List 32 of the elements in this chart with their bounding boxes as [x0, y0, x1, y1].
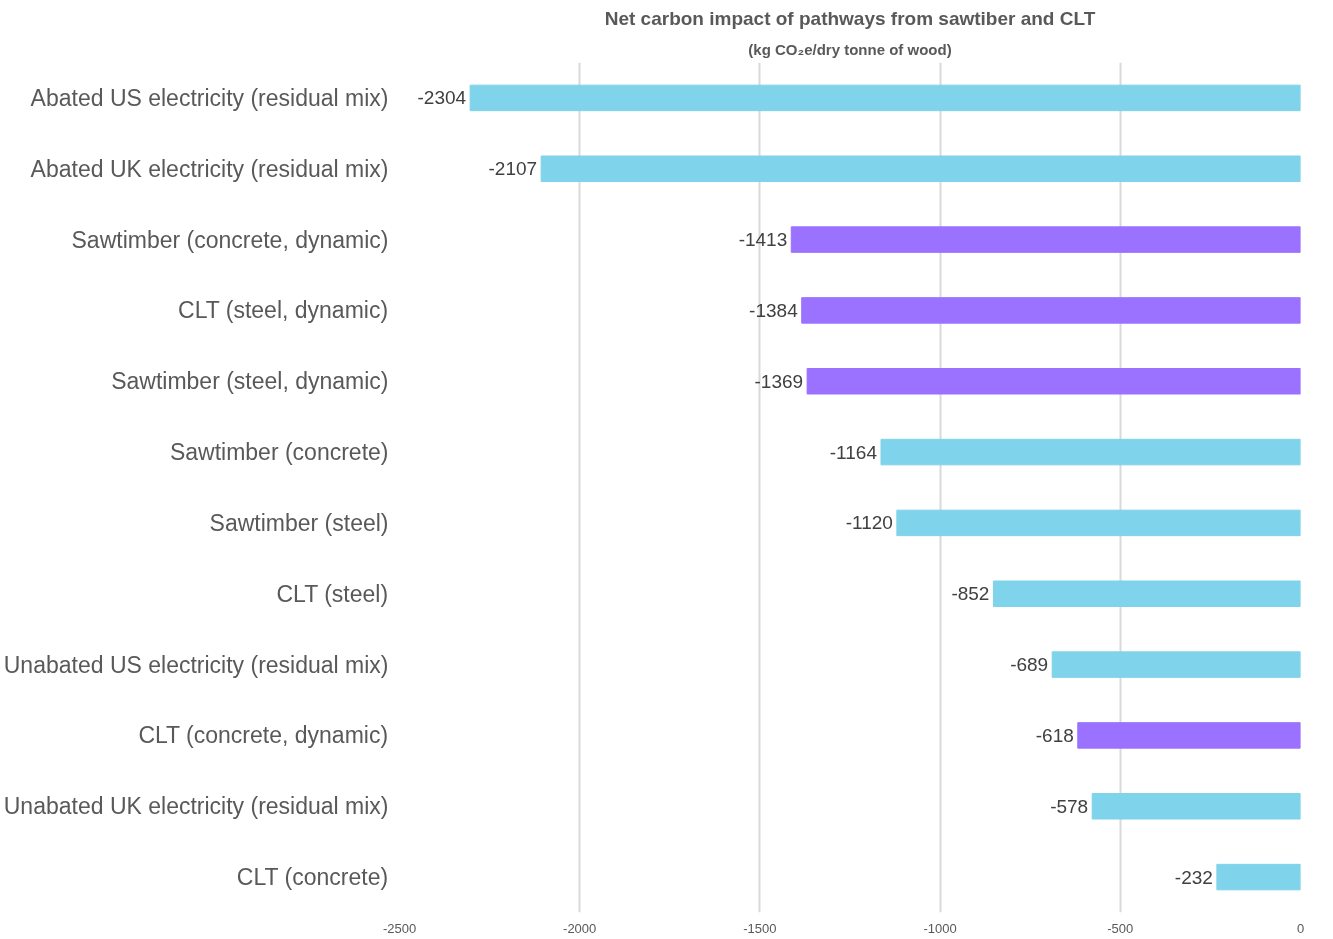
x-tick-label: -2500	[382, 920, 417, 936]
data-label: -689	[1010, 654, 1049, 676]
y-tick-label: CLT (steel, dynamic)	[178, 297, 389, 324]
x-tick-label: -500	[1107, 920, 1134, 936]
data-label: -2107	[488, 158, 538, 180]
y-tick-label: Unabated US electricity (residual mix)	[3, 651, 389, 678]
y-tick-label: Unabated UK electricity (residual mix)	[3, 793, 389, 820]
data-label: -232	[1174, 866, 1213, 888]
x-tick-label: -2000	[563, 920, 597, 936]
x-tick-label: -1500	[743, 920, 777, 936]
x-tick-label: 0	[1296, 920, 1305, 936]
data-label: -2304	[417, 87, 467, 109]
data-label: -852	[951, 583, 990, 605]
chart-title: Net carbon impact of pathways from sawtiber and CLT	[604, 7, 1096, 29]
data-label: -1120	[845, 512, 893, 534]
data-label: -618	[1035, 724, 1074, 746]
y-tick-label: CLT (concrete, dynamic)	[138, 722, 389, 749]
data-label: -578	[1050, 795, 1089, 817]
y-tick-label: Sawtimber (concrete)	[169, 439, 389, 466]
data-label: -1164	[829, 441, 878, 463]
data-label: -1369	[754, 370, 804, 392]
x-tick-label: -1000	[923, 920, 957, 936]
y-tick-label: Sawtimber (steel)	[209, 509, 389, 536]
y-tick-label: CLT (steel)	[276, 580, 389, 607]
chart-subtitle: (kg CO₂e/dry tonne of wood)	[748, 40, 952, 58]
y-tick-label: CLT (concrete)	[236, 864, 389, 891]
y-tick-label: Abated UK electricity (residual mix)	[30, 155, 389, 182]
data-label: -1413	[738, 229, 788, 251]
data-label: -1384	[749, 299, 799, 321]
y-tick-label: Sawtimber (steel, dynamic)	[111, 368, 389, 395]
y-tick-label: Sawtimber (concrete, dynamic)	[71, 226, 389, 253]
y-tick-label: Abated US electricity (residual mix)	[30, 84, 389, 111]
